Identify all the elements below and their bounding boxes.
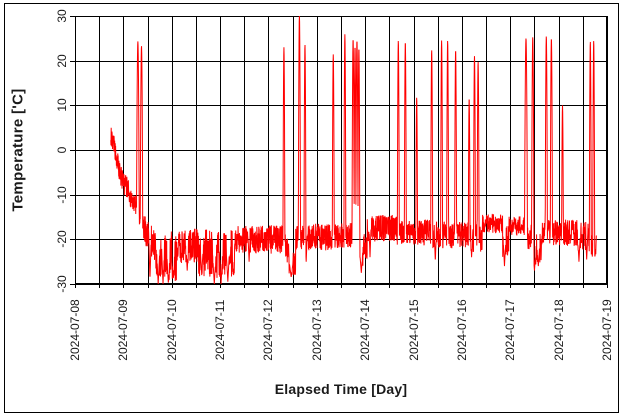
x-tick-label: 2024-07-18 <box>551 299 566 361</box>
x-axis-title: Elapsed Time [Day] <box>274 381 408 397</box>
y-tick-label: 10 <box>55 98 69 113</box>
x-tick-label: 2024-07-10 <box>164 299 179 361</box>
y-tick-label: -30 <box>55 275 69 293</box>
y-tick-label: 30 <box>55 9 69 23</box>
y-tick-label: 0 <box>55 146 69 154</box>
x-tick-label: 2024-07-12 <box>261 299 276 361</box>
y-tick-label: 20 <box>55 53 69 68</box>
x-tick-label: 2024-07-15 <box>406 299 421 361</box>
x-tick-label: 2024-07-09 <box>116 299 131 361</box>
x-tick-label: 2024-07-16 <box>454 299 469 361</box>
y-tick-label: -10 <box>55 185 69 204</box>
y-axis-title: Temperature ['C] <box>9 88 27 212</box>
x-tick-label: 2024-07-13 <box>309 299 324 361</box>
y-tick-label: -20 <box>55 230 69 248</box>
plot-frame <box>75 16 607 284</box>
x-tick-label: 2024-07-14 <box>358 299 373 361</box>
x-tick-label: 2024-07-11 <box>213 299 228 361</box>
temperature-chart-svg <box>70 15 608 288</box>
x-tick-label: 2024-07-17 <box>503 299 518 361</box>
temperature-trace <box>110 15 597 285</box>
plot-area <box>70 15 608 288</box>
figure-border <box>4 3 619 413</box>
x-tick-label: 2024-07-19 <box>600 299 614 361</box>
x-tick-label: 2024-07-08 <box>68 299 82 361</box>
